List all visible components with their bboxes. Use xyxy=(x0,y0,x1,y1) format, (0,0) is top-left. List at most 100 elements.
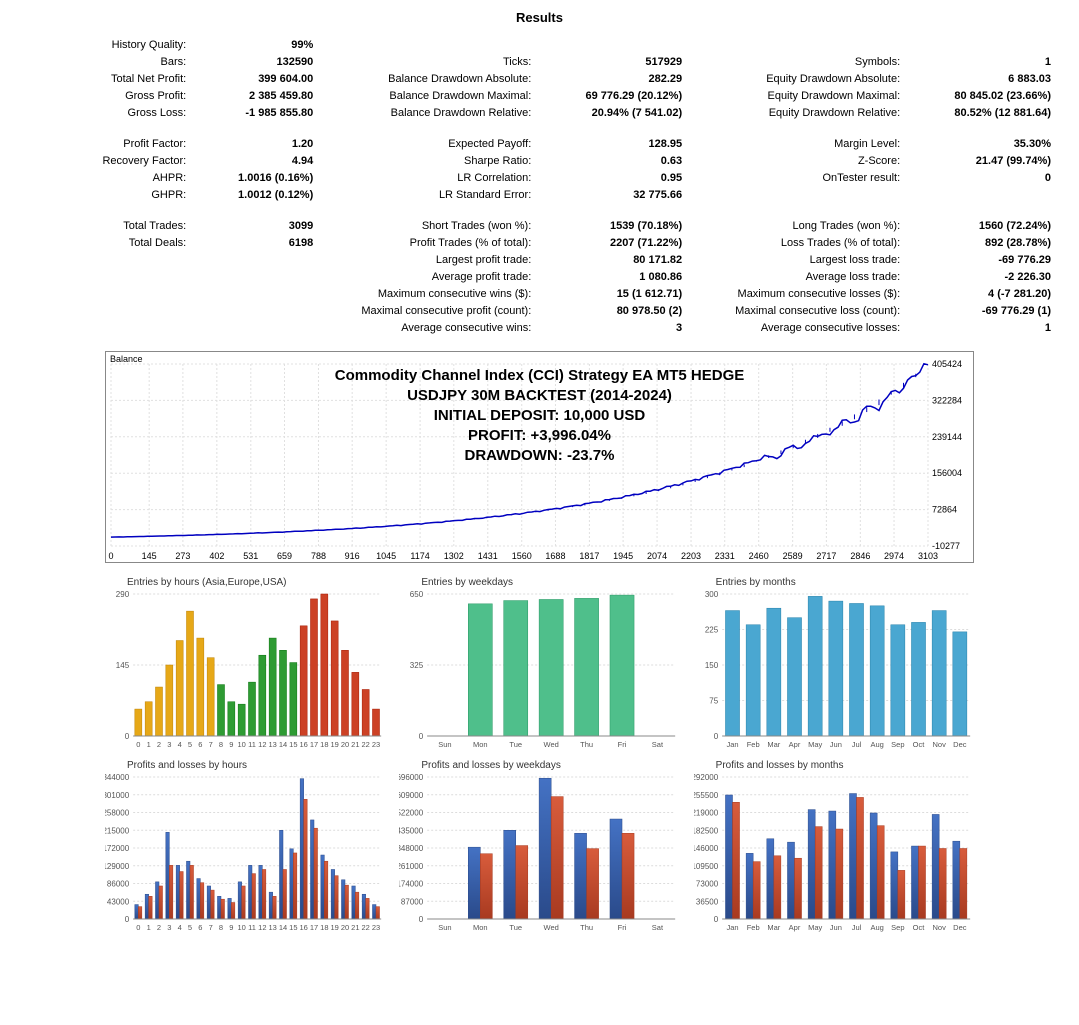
svg-text:0: 0 xyxy=(125,732,130,741)
svg-text:22: 22 xyxy=(361,923,369,932)
svg-text:301000: 301000 xyxy=(105,791,130,800)
svg-text:9: 9 xyxy=(229,923,233,932)
svg-text:609000: 609000 xyxy=(399,791,424,800)
stat-value xyxy=(908,187,1069,204)
stat-label: Margin Level: xyxy=(700,136,908,153)
stat-label: Average consecutive wins: xyxy=(331,320,539,337)
svg-text:May: May xyxy=(808,740,822,749)
stat-value: 1.0012 (0.12%) xyxy=(194,187,331,204)
svg-text:2074: 2074 xyxy=(647,551,667,561)
stat-label: Largest loss trade: xyxy=(700,252,908,269)
svg-text:11: 11 xyxy=(248,923,256,932)
svg-text:273: 273 xyxy=(175,551,190,561)
stat-label: Balance Drawdown Relative: xyxy=(331,105,539,122)
stat-value: 0.63 xyxy=(539,153,700,170)
svg-text:522000: 522000 xyxy=(399,809,424,818)
stat-value: 35.30% xyxy=(908,136,1069,153)
svg-text:19: 19 xyxy=(330,923,338,932)
svg-text:2846: 2846 xyxy=(850,551,870,561)
stat-value xyxy=(194,252,331,269)
pl-weekdays-chart: Profits and losses by weekdays 087000174… xyxy=(399,760,679,935)
svg-text:10: 10 xyxy=(237,740,245,749)
svg-text:Mar: Mar xyxy=(767,740,780,749)
stat-value: 80 845.02 (23.66%) xyxy=(908,88,1069,105)
stat-value: 2 385 459.80 xyxy=(194,88,331,105)
stat-label: OnTester result: xyxy=(700,170,908,187)
chart-svg: 0145290012345678910111213141516171819202… xyxy=(105,590,385,750)
svg-text:1302: 1302 xyxy=(444,551,464,561)
stat-value xyxy=(194,269,331,286)
svg-text:12: 12 xyxy=(258,740,266,749)
svg-text:72864: 72864 xyxy=(932,505,957,515)
svg-text:16: 16 xyxy=(299,923,307,932)
stat-value: -69 776.29 (1) xyxy=(908,303,1069,320)
chart-svg: 0325650SunMonTueWedThuFriSat xyxy=(399,590,679,750)
stat-value: -69 776.29 xyxy=(908,252,1069,269)
stat-label: Long Trades (won %): xyxy=(700,218,908,235)
stat-label: Profit Factor: xyxy=(10,136,194,153)
svg-text:16: 16 xyxy=(299,740,307,749)
svg-text:2589: 2589 xyxy=(783,551,803,561)
svg-text:87000: 87000 xyxy=(401,897,424,906)
chart-svg: 0365007300010950014600018250021900025550… xyxy=(694,773,974,933)
stat-value: 282.29 xyxy=(539,71,700,88)
svg-text:4: 4 xyxy=(178,923,182,932)
stat-label: Z-Score: xyxy=(700,153,908,170)
charts-grid: Entries by hours (Asia,Europe,USA) 01452… xyxy=(105,577,974,935)
stat-value: 80 978.50 (2) xyxy=(539,303,700,320)
svg-text:21: 21 xyxy=(351,740,359,749)
svg-text:2: 2 xyxy=(157,923,161,932)
svg-text:20: 20 xyxy=(341,740,349,749)
svg-text:3: 3 xyxy=(167,740,171,749)
overlay-line1: Commodity Channel Index (CCI) Strategy E… xyxy=(106,366,973,386)
stat-value: 1 xyxy=(908,320,1069,337)
stat-label xyxy=(700,37,908,54)
svg-text:4: 4 xyxy=(178,740,182,749)
stat-value: 1 xyxy=(908,54,1069,71)
svg-text:Sep: Sep xyxy=(891,923,904,932)
svg-text:0: 0 xyxy=(136,923,140,932)
svg-text:6: 6 xyxy=(198,740,202,749)
stat-value: 3099 xyxy=(194,218,331,235)
svg-text:344000: 344000 xyxy=(105,773,130,782)
svg-text:2974: 2974 xyxy=(884,551,904,561)
stat-label: Short Trades (won %): xyxy=(331,218,539,235)
svg-text:402: 402 xyxy=(209,551,224,561)
stat-value: -1 985 855.80 xyxy=(194,105,331,122)
svg-text:Nov: Nov xyxy=(932,923,946,932)
stat-label: Balance Drawdown Maximal: xyxy=(331,88,539,105)
stat-label: History Quality: xyxy=(10,37,194,54)
svg-text:10: 10 xyxy=(237,923,245,932)
stat-value: 399 604.00 xyxy=(194,71,331,88)
stat-label xyxy=(10,320,194,337)
stat-value: 2207 (71.22%) xyxy=(539,235,700,252)
svg-text:Tue: Tue xyxy=(510,923,523,932)
balance-overlay: Commodity Channel Index (CCI) Strategy E… xyxy=(106,366,973,466)
svg-text:1: 1 xyxy=(147,923,151,932)
svg-text:Apr: Apr xyxy=(788,923,800,932)
stat-label: Largest profit trade: xyxy=(331,252,539,269)
svg-text:Thu: Thu xyxy=(580,740,593,749)
svg-text:1817: 1817 xyxy=(579,551,599,561)
svg-text:5: 5 xyxy=(188,923,192,932)
svg-text:435000: 435000 xyxy=(399,826,424,835)
stat-label xyxy=(10,252,194,269)
svg-text:1560: 1560 xyxy=(512,551,532,561)
svg-text:290: 290 xyxy=(116,590,130,599)
stat-label xyxy=(10,286,194,303)
svg-text:650: 650 xyxy=(410,590,424,599)
svg-text:Sat: Sat xyxy=(652,740,664,749)
stat-value: 1.20 xyxy=(194,136,331,153)
chart-title: Entries by hours (Asia,Europe,USA) xyxy=(127,577,385,588)
svg-text:Aug: Aug xyxy=(870,740,883,749)
stat-label: Bars: xyxy=(10,54,194,71)
overlay-line3: INITIAL DEPOSIT: 10,000 USD xyxy=(106,406,973,426)
svg-text:Fri: Fri xyxy=(618,923,627,932)
svg-text:659: 659 xyxy=(277,551,292,561)
svg-text:23: 23 xyxy=(372,923,380,932)
svg-text:145: 145 xyxy=(142,551,157,561)
svg-text:14: 14 xyxy=(279,923,287,932)
svg-text:325: 325 xyxy=(410,661,424,670)
stat-label: Average profit trade: xyxy=(331,269,539,286)
svg-text:Oct: Oct xyxy=(912,923,925,932)
